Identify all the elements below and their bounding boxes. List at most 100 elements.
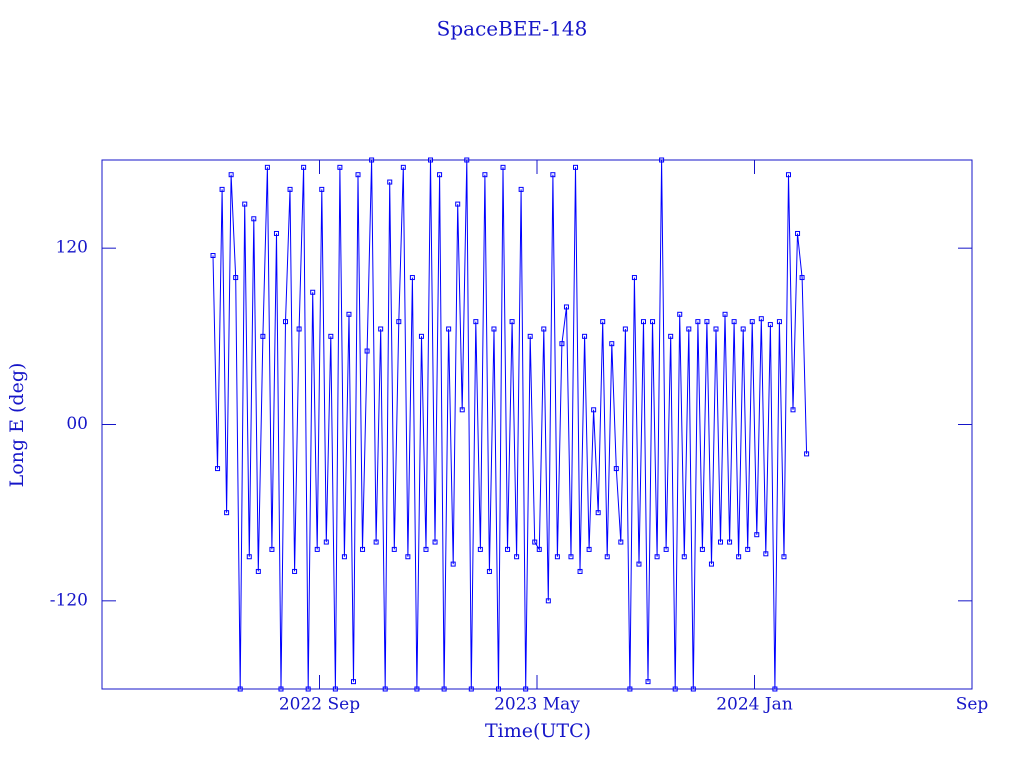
- data-point: [613, 466, 619, 472]
- data-point: [233, 275, 239, 281]
- data-point: [283, 319, 289, 325]
- data-point: [473, 319, 479, 325]
- data-point: [518, 186, 524, 192]
- y-tick-label: 120: [56, 238, 88, 258]
- data-point: [790, 407, 796, 413]
- data-point: [441, 686, 447, 692]
- chart-title: SpaceBEE-148: [437, 17, 588, 41]
- data-point: [704, 319, 710, 325]
- data-point: [722, 311, 728, 317]
- data-point: [559, 341, 565, 347]
- data-point: [355, 172, 361, 178]
- data-point: [776, 319, 782, 325]
- data-point: [242, 201, 248, 207]
- data-point: [210, 253, 216, 259]
- data-point: [328, 333, 334, 339]
- data-point: [795, 230, 801, 236]
- data-point: [378, 326, 384, 332]
- data-point: [736, 554, 742, 560]
- data-point: [595, 510, 601, 516]
- data-point: [600, 319, 606, 325]
- data-point: [491, 326, 497, 332]
- data-point: [305, 686, 311, 692]
- data-point: [455, 201, 461, 207]
- x-tick-label: 2024 Jan: [716, 695, 793, 715]
- data-point: [341, 554, 347, 560]
- data-point: [631, 275, 637, 281]
- data-point: [509, 319, 515, 325]
- data-point: [482, 172, 488, 178]
- data-point: [405, 554, 411, 560]
- data-point: [785, 172, 791, 178]
- y-axis-title: Long E (deg): [6, 363, 28, 488]
- data-point: [718, 539, 724, 545]
- data-point: [627, 686, 633, 692]
- data-point: [686, 326, 692, 332]
- data-point: [346, 311, 352, 317]
- data-point: [292, 568, 298, 574]
- data-point: [668, 333, 674, 339]
- data-point: [804, 451, 810, 457]
- data-point: [799, 275, 805, 281]
- data-point: [215, 466, 221, 472]
- data-point: [332, 686, 338, 692]
- data-point: [224, 510, 230, 516]
- data-point: [219, 186, 225, 192]
- data-point: [745, 546, 751, 552]
- data-point: [437, 172, 443, 178]
- data-point: [464, 157, 470, 163]
- data-point: [251, 216, 257, 222]
- data-point: [387, 179, 393, 185]
- data-point: [781, 554, 787, 560]
- x-tick-label: 2023 May: [494, 695, 580, 715]
- data-point: [477, 546, 483, 552]
- data-point: [536, 546, 542, 552]
- x-axis-title: Time(UTC): [485, 720, 591, 742]
- data-point: [273, 230, 279, 236]
- data-point: [609, 341, 615, 347]
- y-tick-label: 00: [66, 414, 88, 434]
- data-point: [486, 568, 492, 574]
- data-point: [228, 172, 234, 178]
- data-point: [319, 186, 325, 192]
- data-point: [690, 686, 696, 692]
- data-point: [727, 539, 733, 545]
- data-point: [287, 186, 293, 192]
- data-point: [364, 348, 370, 354]
- data-point: [767, 322, 773, 328]
- data-point: [278, 686, 284, 692]
- data-point: [758, 316, 764, 322]
- data-point: [636, 561, 642, 567]
- data-point: [400, 164, 406, 170]
- data-point: [545, 598, 551, 604]
- data-line: [212, 159, 808, 690]
- data-point: [428, 157, 434, 163]
- data-point: [563, 304, 569, 310]
- data-point: [763, 551, 769, 557]
- data-point: [541, 326, 547, 332]
- data-point: [468, 686, 474, 692]
- data-point: [323, 539, 329, 545]
- data-point: [659, 157, 665, 163]
- data-point: [550, 172, 556, 178]
- data-point: [640, 319, 646, 325]
- data-point: [260, 333, 266, 339]
- data-point: [650, 319, 656, 325]
- data-point: [446, 326, 452, 332]
- data-point: [337, 164, 343, 170]
- data-point: [695, 319, 701, 325]
- data-point: [350, 679, 356, 685]
- data-point: [396, 319, 402, 325]
- data-point: [495, 686, 501, 692]
- x-tick-label: Sep: [956, 695, 989, 715]
- data-point: [749, 319, 755, 325]
- data-point: [246, 554, 252, 560]
- data-point: [740, 326, 746, 332]
- data-point: [577, 568, 583, 574]
- data-point: [369, 157, 375, 163]
- data-point: [373, 539, 379, 545]
- data-point: [310, 289, 316, 295]
- data-point: [423, 546, 429, 552]
- data-point: [681, 554, 687, 560]
- data-point: [568, 554, 574, 560]
